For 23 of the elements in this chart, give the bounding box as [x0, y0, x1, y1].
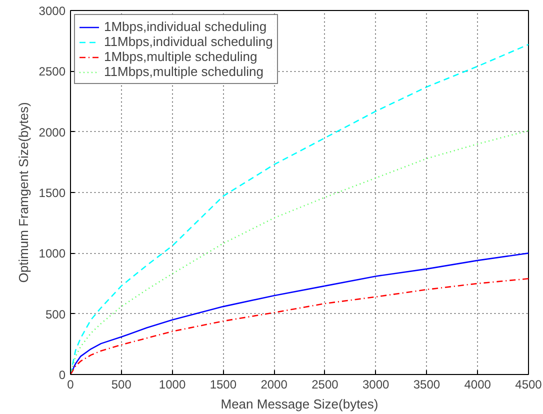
x-tick-label: 2000 [260, 378, 288, 392]
legend-label: 1Mbps,individual scheduling [104, 19, 267, 34]
y-tick-label: 0 [58, 368, 66, 382]
x-tick-label: 3500 [413, 378, 440, 392]
x-tick-label: 1000 [158, 378, 186, 392]
x-tick-label: 3000 [362, 378, 390, 392]
y-tick-label: 1000 [38, 246, 66, 261]
x-tick-label: 1500 [210, 378, 237, 392]
y-tick-label: 2500 [38, 64, 66, 79]
legend-label: 11Mbps,individual scheduling [104, 34, 273, 49]
legend-label: 1Mbps,multiple scheduling [104, 49, 258, 64]
y-axis-title: Optimum Framgent Size(bytes) [16, 102, 31, 283]
x-axis-title: Mean Message Size(bytes) [220, 396, 378, 412]
x-tick-label: 4500 [515, 378, 542, 392]
y-tick-label: 3000 [38, 4, 66, 18]
x-tick-label: 500 [111, 378, 132, 392]
y-tick-label: 1500 [38, 186, 66, 200]
x-tick-label: 2500 [312, 378, 339, 392]
y-tick-label: 500 [45, 307, 66, 322]
x-tick-label: 0 [67, 378, 74, 392]
legend-label: 11Mbps,multiple scheduling [104, 64, 264, 79]
x-tick-label: 4000 [464, 378, 492, 392]
y-tick-label: 2000 [38, 125, 66, 140]
